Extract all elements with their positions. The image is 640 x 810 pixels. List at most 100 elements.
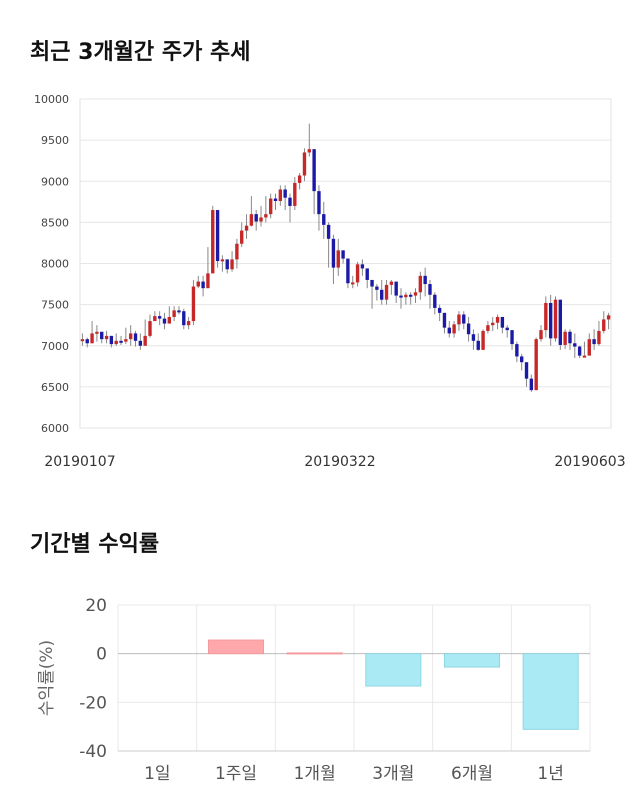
- candle-body: [230, 259, 234, 270]
- candle-body: [577, 346, 582, 356]
- candle-body: [462, 314, 466, 324]
- candle-body: [244, 225, 249, 231]
- candle-body: [433, 294, 437, 308]
- candle-body: [297, 175, 302, 183]
- candle-body: [404, 294, 408, 298]
- y-tick-label: 7000: [41, 340, 69, 353]
- bar: [207, 639, 265, 655]
- y-tick-label: -40: [79, 742, 107, 762]
- candle-body: [326, 224, 331, 239]
- candle-body: [283, 189, 287, 198]
- y-tick-label: 20: [85, 596, 107, 616]
- bar: [286, 652, 343, 655]
- period-returns-title: 기간별 수익률: [30, 532, 160, 557]
- price-candlestick-chart: 6000 6500 7000 7500 8000 8500 9000 9500 10000 201…: [34, 93, 626, 470]
- candle-body: [457, 314, 461, 325]
- candle-body: [544, 302, 548, 331]
- price-trend-title: 최근 3개월간 주가 추세: [30, 40, 251, 65]
- bar: [443, 653, 501, 668]
- candle-body: [602, 319, 606, 331]
- candle-body: [186, 321, 191, 326]
- x-tick-label: 1주일: [215, 764, 257, 784]
- bar: [365, 653, 422, 687]
- candle-body: [384, 284, 389, 300]
- candle-body: [606, 315, 611, 320]
- candle-body: [104, 335, 109, 340]
- candle-body: [95, 331, 99, 334]
- candle-body: [201, 281, 205, 289]
- x-tick-label: 20190107: [44, 454, 115, 470]
- candle-body: [206, 273, 210, 289]
- candle-body: [452, 324, 456, 334]
- candle-body: [360, 264, 365, 269]
- candle-body: [225, 259, 229, 270]
- candle-body: [394, 281, 398, 296]
- candle-body: [442, 312, 447, 328]
- candle-body: [114, 340, 118, 345]
- candle-body: [413, 292, 418, 296]
- candle-body: [119, 340, 123, 343]
- candle-body: [466, 323, 471, 335]
- y-tick-label: 8500: [41, 216, 69, 229]
- candle-body: [520, 356, 524, 363]
- candle-body: [563, 331, 567, 345]
- y-axis-label: 수익률(%): [37, 640, 57, 716]
- candle-body: [336, 250, 340, 268]
- candle-body: [273, 198, 278, 201]
- candle-body: [90, 333, 94, 344]
- candle-body: [312, 149, 316, 192]
- candle-body: [471, 334, 476, 341]
- candle-body: [553, 299, 558, 339]
- candle-body: [389, 281, 394, 285]
- candle-body: [370, 279, 374, 287]
- y-tick-label: 0: [96, 645, 107, 665]
- candle-body: [408, 294, 413, 297]
- candle-body: [510, 330, 514, 345]
- candle-body: [380, 289, 384, 300]
- candle-body: [240, 230, 244, 244]
- candle-body: [85, 339, 89, 344]
- candle-body: [220, 259, 225, 262]
- y-tick-label: 6500: [41, 381, 69, 394]
- y-tick-label: 10000: [34, 93, 69, 106]
- candle-body: [211, 210, 215, 274]
- candle-body: [500, 316, 505, 328]
- candle-body: [167, 316, 171, 324]
- bar: [522, 653, 579, 730]
- candle-body: [124, 339, 128, 342]
- candle-body: [341, 250, 345, 259]
- x-tick-label: 1일: [144, 764, 170, 784]
- candle-body: [254, 214, 258, 222]
- candle-body: [259, 217, 263, 222]
- candle-body: [548, 302, 553, 339]
- candle-body: [592, 339, 596, 345]
- candle-body: [100, 331, 104, 340]
- candle-body: [346, 258, 350, 284]
- candle-body: [182, 311, 186, 326]
- x-tick-label: 6개월: [451, 764, 493, 784]
- candle-body: [529, 378, 534, 391]
- candle-body: [138, 340, 143, 346]
- candle-body: [524, 362, 529, 379]
- candle-body: [307, 149, 311, 153]
- candle-body: [534, 339, 538, 391]
- candle-body: [177, 310, 181, 313]
- candle-body: [515, 344, 519, 357]
- candle-body: [399, 295, 403, 298]
- candle-body: [143, 335, 147, 346]
- candle-body: [293, 182, 297, 206]
- y-tick-label: -20: [79, 693, 107, 713]
- x-tick-label: 20190322: [304, 454, 375, 470]
- candle-body: [148, 321, 152, 336]
- candle-body: [128, 333, 133, 340]
- candle-body: [162, 318, 167, 324]
- candle-body: [568, 331, 572, 344]
- candle-body: [215, 210, 220, 262]
- candle-body: [302, 152, 307, 176]
- candle-body: [418, 275, 423, 293]
- candle-body: [109, 335, 114, 345]
- candle-body: [278, 189, 283, 201]
- candle-body: [597, 330, 601, 345]
- candle-body: [495, 316, 500, 323]
